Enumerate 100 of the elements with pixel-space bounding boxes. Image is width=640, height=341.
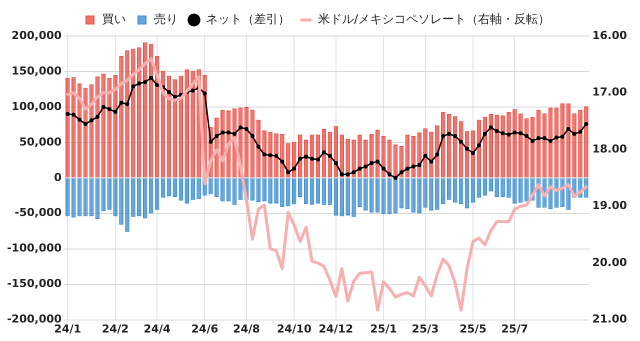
x-tick-label: 24/10 (276, 322, 312, 336)
x-tick-label: 24/2 (102, 322, 129, 336)
bar (524, 178, 529, 202)
y-tick-label: -50,000 (14, 206, 62, 220)
bar (512, 178, 517, 204)
bar (107, 78, 112, 178)
bar (214, 178, 219, 198)
bar (119, 178, 124, 225)
bar (298, 134, 302, 178)
bar (560, 103, 565, 178)
bar (518, 178, 523, 203)
bar (411, 136, 416, 178)
bar (411, 178, 416, 213)
bar (137, 178, 142, 216)
bar (435, 178, 440, 210)
x-tick-label: 25/3 (412, 322, 439, 336)
bar (268, 178, 272, 204)
bar (190, 178, 195, 200)
bar (369, 178, 374, 213)
bar (346, 178, 350, 216)
y-tick-label: 200,000 (12, 28, 62, 42)
x-tick-label: 24/8 (232, 322, 260, 336)
y2-tick-label: 19.00 (592, 199, 628, 212)
bar (340, 178, 344, 216)
x-tick-label: 24/4 (144, 322, 171, 336)
bar (184, 178, 190, 204)
bar (512, 109, 517, 178)
bar (256, 120, 261, 178)
legend-label: 買い (102, 12, 126, 26)
bar (298, 178, 302, 198)
bar (286, 178, 290, 206)
bar (119, 56, 124, 178)
bar (352, 140, 356, 178)
bar (71, 178, 76, 218)
bar (280, 134, 284, 178)
y-tick-label: 0 (54, 170, 62, 184)
bar (506, 178, 511, 198)
y2-tick-label: 18.00 (592, 142, 628, 156)
y-tick-label: -150,000 (6, 277, 62, 290)
x-tick-label: 24/6 (191, 322, 219, 336)
bar (280, 178, 284, 207)
bar (274, 178, 278, 204)
bar (584, 106, 588, 178)
bar (566, 103, 570, 178)
bar (131, 178, 136, 217)
bar (107, 178, 112, 210)
bar (369, 134, 374, 178)
bar (506, 112, 511, 178)
bar (364, 178, 368, 211)
bar (113, 75, 118, 178)
bar (494, 114, 499, 178)
bar (423, 128, 428, 178)
bar (417, 178, 422, 214)
bar (137, 47, 142, 178)
x-tick-label: 25/5 (459, 322, 486, 336)
y2-tick-label: 21.00 (592, 312, 628, 326)
bar (66, 78, 70, 178)
bar (441, 112, 446, 178)
bar (256, 178, 261, 202)
bar (500, 178, 505, 198)
bar (196, 178, 201, 200)
bar (358, 178, 362, 207)
bar (429, 178, 434, 211)
bar (142, 178, 148, 218)
x-tick-label: 25/1 (370, 322, 398, 336)
bar (125, 50, 130, 178)
bar (292, 178, 296, 204)
bar (488, 114, 493, 178)
bar (71, 77, 76, 178)
bar (125, 178, 130, 232)
x-tick-label: 24/12 (318, 322, 354, 336)
bar (208, 178, 213, 194)
bar (352, 178, 356, 217)
bar (572, 113, 576, 178)
bar (358, 134, 362, 178)
bar (482, 178, 488, 196)
bar (423, 178, 428, 208)
y-tick-label: -100,000 (6, 242, 62, 255)
bar (578, 110, 582, 178)
bar (220, 178, 225, 202)
bar (334, 178, 338, 216)
bar (494, 178, 499, 198)
x-tick-label: 25/7 (501, 322, 528, 336)
legend-label: 米ドル/メキシコペソレート（右軸・反転） (318, 12, 550, 26)
legend-label: 売り (154, 12, 178, 26)
y2-tick-label: 16.00 (592, 28, 628, 42)
bar (66, 178, 70, 216)
bar (446, 178, 452, 200)
bar (441, 178, 446, 204)
y2-tick-label: 20.00 (592, 256, 628, 269)
y2-tick-label: 17.00 (592, 86, 628, 99)
bar (262, 178, 266, 202)
y-tick-label: 50,000 (19, 135, 62, 148)
y-tick-label: 100,000 (12, 100, 62, 113)
bar (488, 178, 493, 192)
legend-label: ネット（差引） (206, 12, 290, 26)
y-tick-label: 150,000 (12, 64, 62, 78)
bar (190, 70, 195, 178)
bar (184, 69, 190, 178)
bar (113, 178, 118, 216)
